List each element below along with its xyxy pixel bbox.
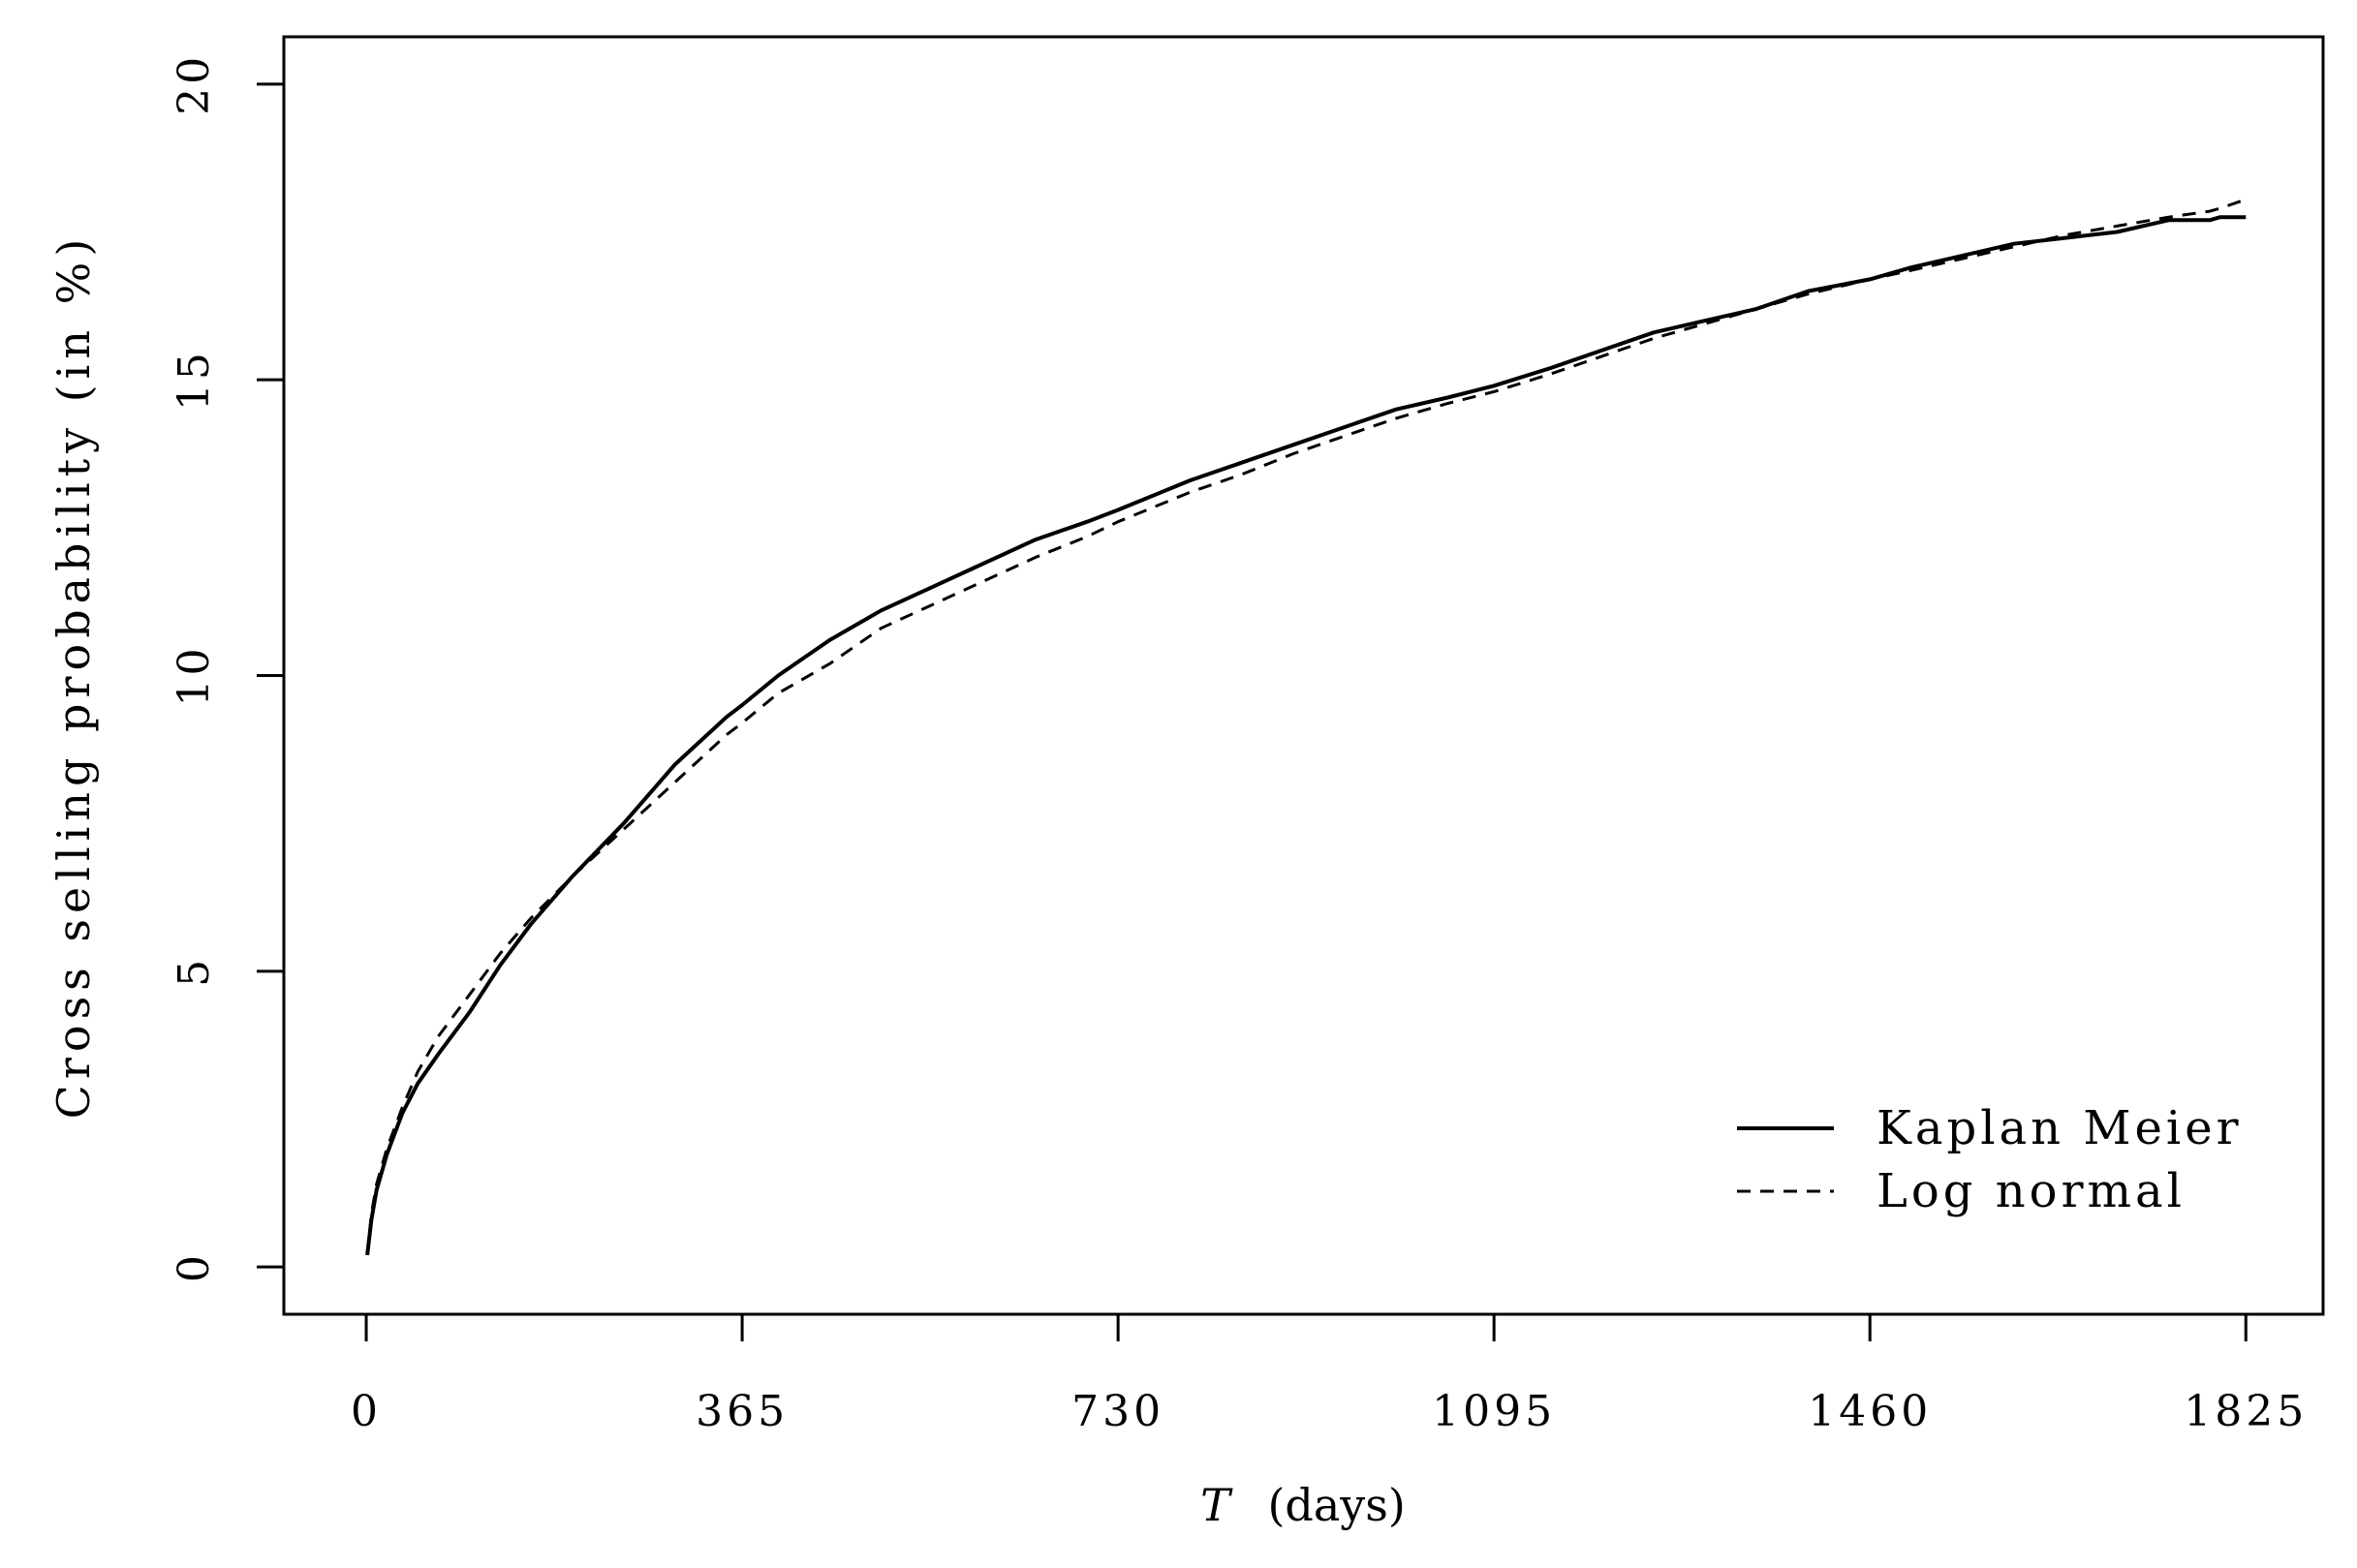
y-tick-label: 5 <box>170 956 219 987</box>
x-axis-unit: (days) <box>1267 1479 1405 1531</box>
legend-label-log-normal: Log normal <box>1876 1164 2186 1218</box>
y-tick-label: 10 <box>170 645 219 707</box>
x-axis-title: T (days) <box>1200 1479 1406 1531</box>
x-axis: 0 365 730 1095 1460 1825 <box>351 1312 2308 1436</box>
x-tick-label: 0 <box>351 1387 382 1436</box>
x-tick-label: 365 <box>696 1387 789 1436</box>
y-axis: 0 5 10 15 20 <box>170 53 286 1282</box>
y-tick-label: 20 <box>170 53 219 115</box>
y-axis-title: Cross selling probability (in %) <box>47 233 100 1120</box>
series-line-kaplan-meier <box>365 215 2247 1256</box>
series-line-log-normal <box>365 198 2247 1256</box>
x-tick-label: 1095 <box>1432 1387 1556 1436</box>
x-tick-label: 1825 <box>2184 1387 2308 1436</box>
legend-label-kaplan-meier: Kaplan Meier <box>1876 1101 2243 1155</box>
x-tick-label: 1460 <box>1808 1387 1932 1436</box>
y-tick-label: 0 <box>170 1251 219 1282</box>
legend: Kaplan Meier Log normal <box>1737 1101 2243 1218</box>
x-axis-variable: T <box>1200 1479 1236 1531</box>
x-tick-label: 730 <box>1071 1387 1164 1436</box>
y-tick-label: 15 <box>170 349 219 411</box>
series-layer <box>365 198 2247 1256</box>
